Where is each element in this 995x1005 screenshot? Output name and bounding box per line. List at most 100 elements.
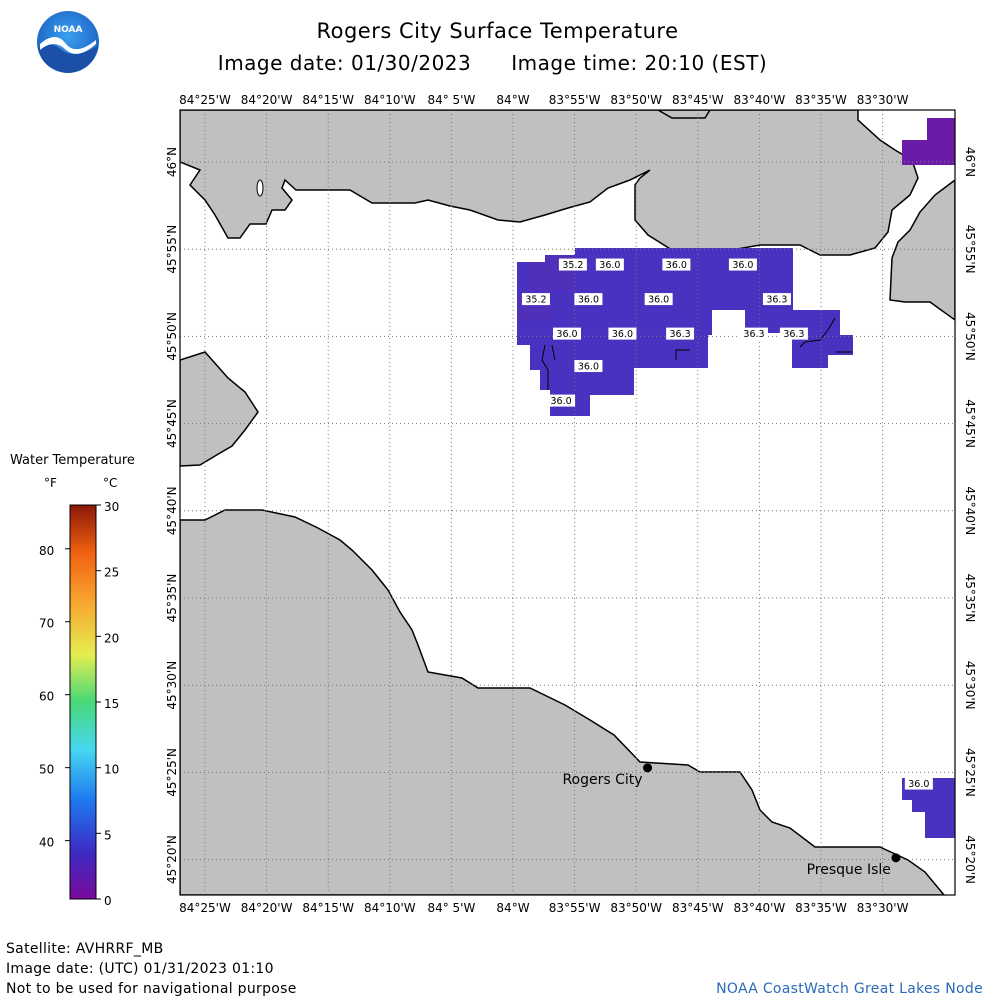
temperature-label-box bbox=[644, 293, 673, 306]
map-title: Rogers City Surface Temperature bbox=[316, 19, 679, 43]
credit-line: NOAA CoastWatch Great Lakes Node bbox=[716, 981, 983, 997]
latitude-label: 45°50'N bbox=[963, 312, 977, 361]
land-polygon bbox=[180, 351, 259, 467]
city-name: Rogers City bbox=[562, 772, 642, 788]
isotherm-line bbox=[541, 344, 549, 390]
longitude-label: 83°30'W bbox=[857, 901, 909, 915]
legend-unit-c: °C bbox=[103, 476, 118, 490]
temperature-colorbar: 0 5 10 15 20 25 30 40 50 60 70 80 bbox=[39, 500, 119, 908]
latitude-label: 45°40'N bbox=[963, 486, 977, 535]
temperature-label: 36.0 bbox=[595, 258, 624, 271]
longitude-label: 83°40'W bbox=[734, 901, 786, 915]
temperature-label-box bbox=[662, 258, 691, 271]
longitude-label: 83°55'W bbox=[549, 901, 601, 915]
latitude-label: 45°50'N bbox=[165, 312, 179, 361]
temperature-label: 36.0 bbox=[574, 360, 603, 373]
sst-gap bbox=[902, 118, 927, 140]
image-time: Image time: 20:10 (EST) bbox=[511, 51, 768, 75]
city-name: Presque Isle bbox=[807, 862, 891, 878]
longitude-label: 83°45'W bbox=[672, 901, 724, 915]
latitude-label: 45°35'N bbox=[165, 574, 179, 623]
temperature-value: 36.0 bbox=[550, 396, 571, 407]
longitude-label: 84° 5'W bbox=[427, 93, 475, 107]
temperature-label-box bbox=[728, 258, 757, 271]
temperature-label: 36.0 bbox=[552, 327, 581, 340]
temperature-value: 35.2 bbox=[562, 260, 583, 271]
temperature-label-box bbox=[552, 327, 581, 340]
f-tick-label: 40 bbox=[39, 836, 54, 850]
temperature-value: 36.0 bbox=[648, 295, 669, 306]
latitude-label: 45°35'N bbox=[963, 574, 977, 623]
c-tick-label: 25 bbox=[104, 566, 119, 580]
temperature-label: 36.0 bbox=[547, 394, 576, 407]
latitude-label: 45°45'N bbox=[963, 399, 977, 448]
temperature-label-box bbox=[558, 258, 587, 271]
colorbar-gradient bbox=[69, 504, 97, 900]
latitude-label: 45°45'N bbox=[165, 399, 179, 448]
longitude-label: 84° 5'W bbox=[427, 901, 475, 915]
temperature-value: 36.3 bbox=[743, 329, 764, 340]
longitude-label: 84°10'W bbox=[364, 901, 416, 915]
longitude-label: 83°35'W bbox=[795, 93, 847, 107]
longitude-label: 83°30'W bbox=[857, 93, 909, 107]
land-polygon bbox=[180, 110, 919, 256]
navigation-disclaimer: Not to be used for navigational purpose bbox=[6, 981, 297, 997]
longitude-label: 84°10'W bbox=[364, 93, 416, 107]
inland-lake bbox=[256, 179, 264, 197]
temperature-label-box bbox=[666, 327, 695, 340]
land-polygon bbox=[180, 509, 945, 895]
temperature-value: 36.0 bbox=[908, 779, 929, 790]
longitude-label: 84°20'W bbox=[241, 93, 293, 107]
latitude-label: 46°N bbox=[165, 147, 179, 177]
longitude-label: 83°50'W bbox=[610, 901, 662, 915]
land-polygon bbox=[889, 179, 955, 321]
logo-text: NOAA bbox=[54, 25, 83, 35]
longitude-label: 84°15'W bbox=[302, 901, 354, 915]
temperature-label-box bbox=[521, 293, 550, 306]
temperature-label: 36.0 bbox=[574, 293, 603, 306]
land-layer bbox=[180, 110, 955, 895]
longitude-label: 84°20'W bbox=[241, 901, 293, 915]
temperature-label-box bbox=[574, 293, 603, 306]
map-frame bbox=[179, 109, 956, 896]
longitude-label: 83°50'W bbox=[610, 93, 662, 107]
temperature-value: 36.3 bbox=[766, 295, 787, 306]
temperature-label: 35.2 bbox=[558, 258, 587, 271]
place-markers: Rogers City Presque Isle bbox=[562, 763, 901, 878]
city-marker bbox=[643, 763, 653, 773]
temperature-value: 36.0 bbox=[612, 329, 633, 340]
temperature-value: 36.0 bbox=[578, 295, 599, 306]
map-axes: 84°25'W 84°25'W 84°20'W 84°20'W 84°15'W 84°15… bbox=[165, 93, 977, 915]
temperature-label-box bbox=[574, 360, 603, 373]
isotherm-line bbox=[551, 344, 556, 361]
satellite-info: Satellite: AVHRRF_MB bbox=[6, 941, 164, 957]
latitude-label: 45°25'N bbox=[165, 748, 179, 797]
temperature-label: 35.2 bbox=[521, 293, 550, 306]
temperature-label: 36.3 bbox=[779, 327, 808, 340]
f-tick-label: 60 bbox=[39, 690, 54, 704]
temperature-value: 36.0 bbox=[666, 260, 687, 271]
noaa-logo: NOAA bbox=[37, 11, 99, 73]
temperature-label-box bbox=[595, 258, 624, 271]
temperature-label-box bbox=[904, 777, 933, 790]
temperature-value: 35.2 bbox=[525, 295, 546, 306]
temperature-label: 36.0 bbox=[608, 327, 637, 340]
longitude-label: 84°W bbox=[496, 901, 529, 915]
latitude-label: 45°30'N bbox=[963, 661, 977, 710]
image-date: Image date: 01/30/2023 bbox=[217, 51, 472, 75]
temperature-value: 36.0 bbox=[732, 260, 753, 271]
temperature-label-box bbox=[762, 293, 791, 306]
longitude-label: 84°15'W bbox=[302, 93, 354, 107]
temperature-value: 36.0 bbox=[578, 362, 599, 373]
longitude-label: 83°40'W bbox=[734, 93, 786, 107]
c-tick-label: 20 bbox=[104, 631, 119, 645]
temperature-label: 36.3 bbox=[762, 293, 791, 306]
latitude-label: 46°N bbox=[963, 147, 977, 177]
isotherm-line bbox=[799, 317, 836, 348]
legend-title: Water Temperature bbox=[10, 453, 135, 468]
longitude-label: 83°45'W bbox=[672, 93, 724, 107]
image-datetime: Image date: 01/30/2023 Image time: 20:10 … bbox=[0, 51, 990, 75]
f-tick-label: 70 bbox=[39, 617, 54, 631]
c-tick-label: 0 bbox=[104, 894, 112, 908]
